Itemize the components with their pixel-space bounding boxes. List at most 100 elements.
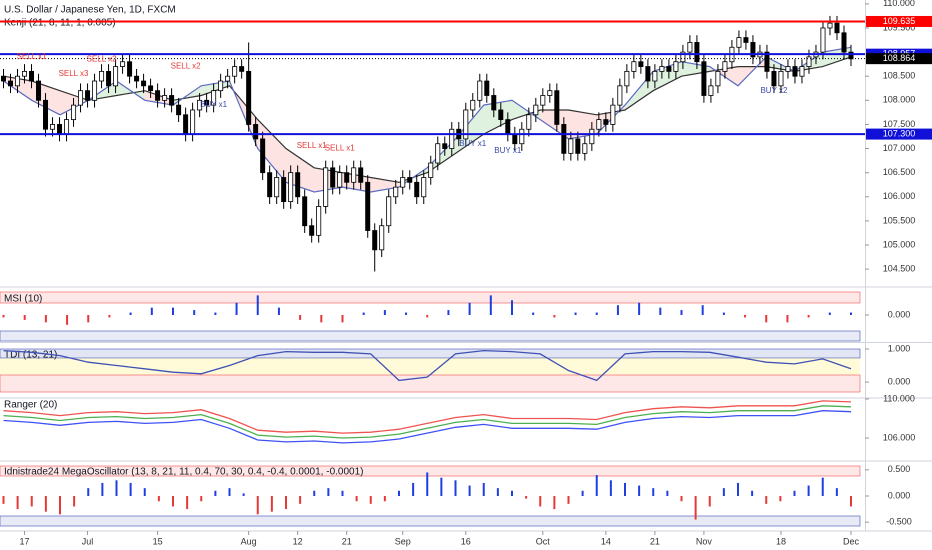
x-tick-label: 15 [153,536,163,546]
kenji-cloud [483,100,512,135]
candle-body [225,75,231,82]
candle-body [120,61,126,67]
oscillator-bar [115,480,118,496]
oscillator-bar [708,496,711,507]
signal-label: BUY x2 [760,86,788,95]
oscillator-bar [284,496,287,510]
candle-body [848,51,854,60]
level-label: 109.635 [883,16,916,26]
y-tick-label: 106.000 [883,432,916,442]
level-label: 108.864 [883,53,916,63]
indicator-line [3,405,852,439]
oscillator-bar [638,302,641,315]
candle-body [743,37,749,43]
oscillator-bar [447,310,450,315]
oscillator-bar [638,485,641,496]
oscillator-bar [30,496,33,507]
oscillator-bar [722,312,725,315]
candle-body [176,104,182,116]
oscillator-bar [525,496,528,499]
oscillator-bar [659,307,662,315]
y-tick-label: 110.000 [883,0,915,8]
y-tick-label: 0.500 [888,464,911,474]
oscillator-bar [553,315,556,318]
oscillator-bar [835,488,838,496]
candle-body [141,80,147,87]
candle-body [645,66,651,82]
oscillator-bar [2,496,5,504]
level-label-box [866,15,932,27]
y-tick-label: 106.000 [883,191,916,201]
candle-body [792,66,798,77]
y-tick-label: 0.000 [888,376,911,386]
candle-body [631,61,637,72]
candle-body [610,104,616,125]
candle-body [533,104,539,116]
candle-body [295,172,301,198]
panel-separators [0,0,932,532]
oscillator-bar [765,496,768,504]
candle-body [414,181,420,198]
kenji-cloud [342,172,371,192]
x-tick-label: Jul [82,536,94,546]
oscillator-bar [23,315,26,320]
oscillator-bar [426,472,429,496]
oscillator-bar [426,315,429,318]
oscillator-bar [172,496,174,507]
oscillator-bar [2,315,5,318]
indicator-line [3,349,852,382]
oscillator-bar [440,477,443,496]
candle-body [309,225,315,236]
candle-body [358,167,364,183]
oscillator-bar [595,475,598,496]
candle-body [36,80,42,101]
panel-title: Idnistrade24 MegaOscillator (13, 8, 21, … [4,467,363,478]
oscillator-bar [66,315,69,325]
candle-body [288,172,294,202]
candle-body [99,70,105,82]
signal-label: SELL x1 [17,52,47,61]
oscillator-bar [722,488,725,496]
candle-body [407,177,413,183]
candle-body [260,138,266,174]
x-tick-label: 18 [776,536,786,546]
oscillator-bar [405,312,408,315]
candle-body [652,70,658,82]
candle-body [421,177,427,198]
candle-body [64,119,70,135]
candle-body [337,172,343,188]
candle-body [155,90,161,101]
signal-label: SELL x1 [297,141,327,150]
oscillator-bar [16,496,19,510]
candle-body [148,85,154,92]
candle-body [351,167,357,183]
oscillator-bar [299,315,302,320]
oscillator-bar [574,312,577,315]
level-label: 107.300 [883,128,916,138]
signal-label: BUY x1 [494,146,522,155]
candle-body [659,66,665,72]
candle-body [71,104,77,121]
candle-body [316,206,322,236]
oscillator-bar [242,493,245,496]
x-tick-label: Nov [696,536,713,546]
y-tick-label: 106.500 [883,167,916,177]
oscillator-bar [87,315,90,323]
tdi-middle-band [0,358,860,375]
candle-body [834,22,840,34]
candle-body [617,85,623,106]
oscillator-bar [751,490,754,496]
candle-body [680,51,686,63]
oscillator-bar [150,307,153,315]
oscillator-bar [821,477,824,496]
kenji-line [3,56,852,183]
oscillator-bar [744,315,747,318]
oscillator-bar [214,312,217,315]
candle-body [239,66,245,72]
y-tick-label: 108.500 [883,71,916,81]
candle-body [400,177,406,188]
oscillator-bar [172,307,174,315]
oscillator-bar [680,310,683,315]
signal-label: BUY x1 [459,139,487,148]
